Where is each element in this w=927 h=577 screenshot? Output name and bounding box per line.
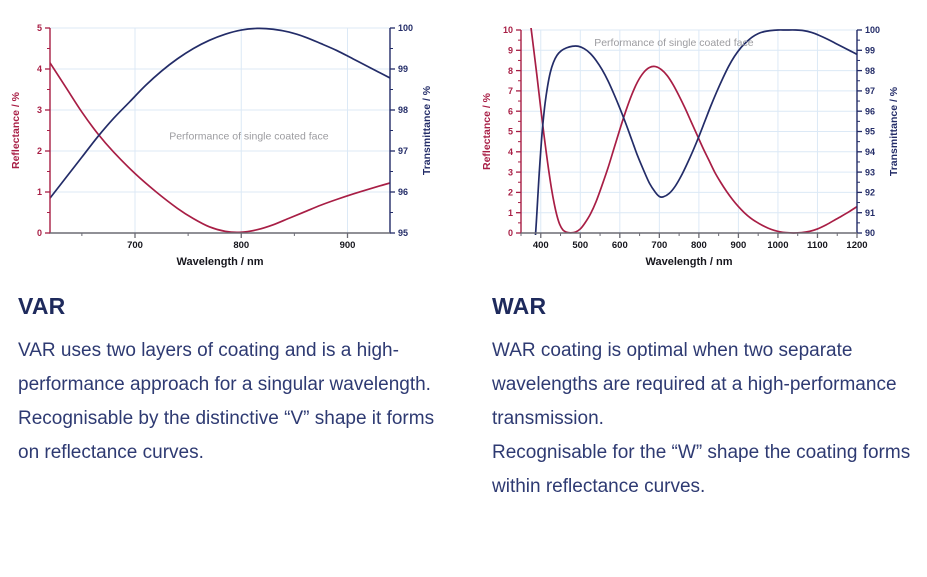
left-tick-label: 0 (37, 228, 42, 238)
right-tick-label: 91 (865, 208, 875, 218)
right-axis-ticks: 95 96 97 98 99 100 (390, 23, 413, 238)
var-column: 0 1 2 3 4 5 95 96 97 98 99 100 700 800 900 Reflectance … (0, 0, 463, 504)
war-column: 0 1 2 3 4 5 6 7 8 9 10 90 91 92 93 94 95 96 97 98 99 100 400 50… (463, 0, 927, 504)
left-tick-label: 0 (508, 228, 513, 238)
war-paragraph-2: Recognisable for the “W” shape the coati… (492, 442, 911, 497)
var-paragraphs: VAR uses two layers of coating and is a … (18, 334, 438, 470)
left-tick-label: 4 (37, 64, 42, 74)
right-tick-label: 93 (865, 167, 875, 177)
x-axis-ticks: 400 500 600 700 800 900 1000 1100 1200 (520, 233, 868, 251)
right-tick-label: 95 (398, 228, 408, 238)
x-axis-ticks: 700 800 900 (81, 233, 356, 251)
right-tick-label: 99 (865, 46, 875, 56)
x-tick-label: 400 (533, 240, 549, 251)
right-tick-label: 98 (865, 66, 875, 76)
right-axis-title: Transmittance / % (421, 85, 433, 175)
var-text-block: VAR VAR uses two layers of coating and i… (18, 293, 438, 470)
left-tick-label: 7 (508, 86, 513, 96)
left-axis-title: Reflectance / % (481, 92, 493, 170)
left-tick-label: 4 (508, 147, 513, 157)
war-chart-svg: 0 1 2 3 4 5 6 7 8 9 10 90 91 92 93 94 95 96 97 98 99 100 400 50… (481, 25, 900, 268)
right-tick-label: 99 (398, 64, 408, 74)
war-paragraphs: WAR coating is optimal when two separate… (492, 334, 912, 504)
right-tick-label: 92 (865, 188, 875, 198)
chart-annotation: Performance of single coated face (594, 37, 754, 49)
left-tick-label: 8 (508, 66, 513, 76)
reflectance-curve (530, 28, 857, 234)
right-tick-label: 95 (865, 127, 875, 137)
left-tick-label: 9 (508, 46, 513, 56)
reflectance-curve (50, 62, 390, 234)
var-heading: VAR (18, 293, 66, 319)
chart-annotation: Performance of single coated face (169, 131, 329, 143)
left-tick-label: 3 (508, 167, 513, 177)
left-tick-label: 2 (37, 146, 42, 156)
x-tick-label: 1000 (767, 240, 788, 251)
x-tick-label: 900 (730, 240, 746, 251)
right-tick-label: 90 (865, 228, 875, 238)
left-tick-label: 6 (508, 106, 513, 116)
left-tick-label: 1 (508, 208, 513, 218)
right-tick-label: 100 (865, 25, 880, 35)
right-axis-ticks: 90 91 92 93 94 95 96 97 98 99 100 (857, 25, 880, 238)
x-tick-label: 700 (127, 240, 143, 251)
var-chart-svg: 0 1 2 3 4 5 95 96 97 98 99 100 700 800 900 Reflectance … (10, 23, 433, 268)
right-tick-label: 100 (398, 23, 413, 33)
left-axis-ticks: 0 1 2 3 4 5 (37, 23, 50, 238)
var-paragraph-2: Recognisable by the distinctive “V” shap… (18, 408, 435, 463)
left-axis-ticks: 0 1 2 3 4 5 6 7 8 9 10 (503, 25, 521, 238)
x-tick-label: 500 (572, 240, 588, 251)
war-paragraph-1: WAR coating is optimal when two separate… (492, 340, 897, 429)
left-axis-title: Reflectance / % (10, 91, 22, 169)
war-chart: 0 1 2 3 4 5 6 7 8 9 10 90 91 92 93 94 95 96 97 98 99 100 400 50… (463, 8, 927, 281)
right-axis-title: Transmittance / % (888, 86, 900, 176)
x-tick-label: 700 (651, 240, 667, 251)
x-tick-label: 800 (691, 240, 707, 251)
x-tick-label: 1200 (846, 240, 867, 251)
x-axis-title: Wavelength / nm (646, 256, 733, 268)
right-tick-label: 96 (398, 187, 408, 197)
chart-columns: 0 1 2 3 4 5 95 96 97 98 99 100 700 800 900 Reflectance … (0, 0, 927, 504)
transmittance-curve (50, 27, 390, 199)
left-tick-label: 1 (37, 187, 42, 197)
war-text-block: WAR WAR coating is optimal when two sepa… (492, 293, 912, 504)
right-tick-label: 97 (865, 86, 875, 96)
left-tick-label: 5 (37, 23, 42, 33)
x-tick-label: 1100 (807, 240, 828, 251)
right-tick-label: 97 (398, 146, 408, 156)
left-tick-label: 5 (508, 127, 513, 137)
right-tick-label: 94 (865, 147, 875, 157)
x-tick-label: 800 (233, 240, 249, 251)
x-tick-label: 900 (340, 240, 356, 251)
x-tick-label: 600 (612, 240, 628, 251)
gridlines (50, 27, 390, 233)
war-heading: WAR (492, 293, 547, 319)
gridlines (521, 29, 858, 233)
left-tick-label: 2 (508, 188, 513, 198)
x-axis-title: Wavelength / nm (177, 256, 264, 268)
transmittance-curve (534, 29, 857, 235)
var-chart: 0 1 2 3 4 5 95 96 97 98 99 100 700 800 900 Reflectance … (0, 8, 463, 281)
right-tick-label: 96 (865, 106, 875, 116)
left-tick-label: 10 (503, 25, 513, 35)
right-tick-label: 98 (398, 105, 408, 115)
left-tick-label: 3 (37, 105, 42, 115)
var-paragraph-1: VAR uses two layers of coating and is a … (18, 340, 431, 395)
